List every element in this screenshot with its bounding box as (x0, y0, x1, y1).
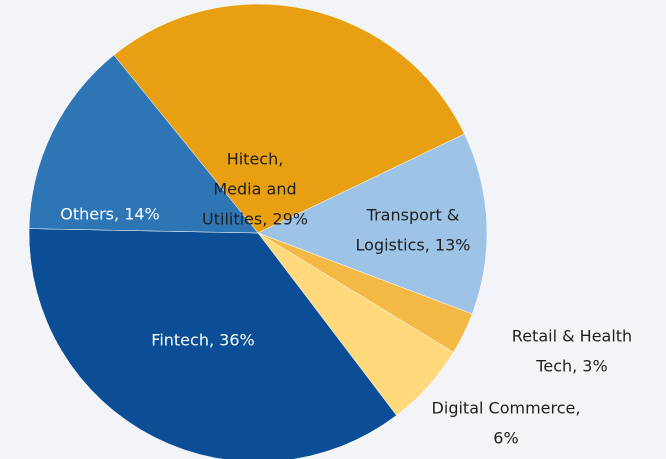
slice-label: 6% (493, 429, 518, 448)
slice-labels: Hitech, Media and Utilities, 29% Transport … (60, 150, 632, 448)
pie (28, 3, 488, 459)
slice-label: Retail & Health (512, 327, 632, 346)
slice-label: Fintech, 36% (151, 331, 254, 350)
slice-label: Utilities, 29% (202, 210, 308, 229)
slice-label: Tech, 3% (535, 357, 607, 376)
slice-label: Others, 14% (60, 205, 160, 224)
slice-label: Hitech, (227, 150, 284, 169)
slice-label: Media and (213, 180, 296, 199)
slice-label: Transport & (366, 206, 460, 225)
slice (28, 228, 397, 459)
slice (257, 133, 488, 315)
slice (28, 54, 259, 234)
slice-label: Digital Commerce, (432, 399, 581, 418)
slice-label: Logistics, 13% (356, 236, 471, 255)
